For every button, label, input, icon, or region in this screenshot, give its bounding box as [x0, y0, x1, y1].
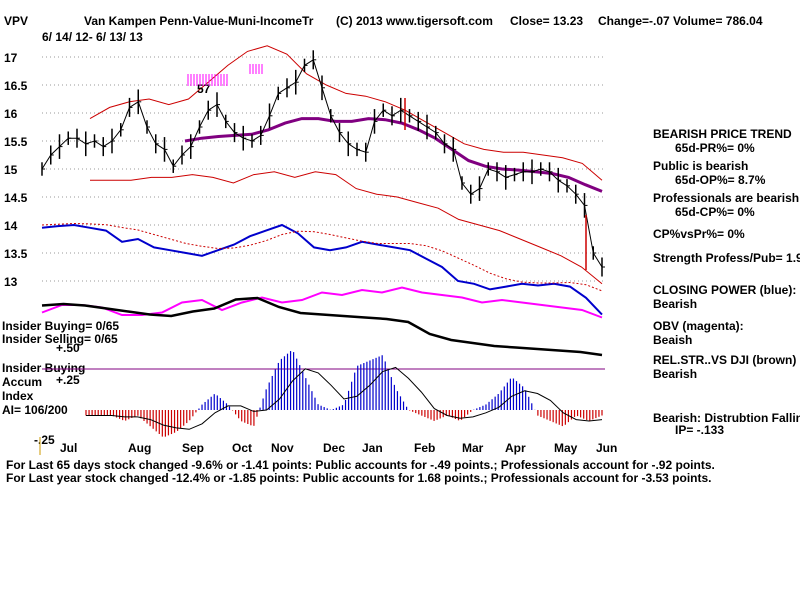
trend-title: BEARISH PRICE TREND [653, 127, 792, 141]
obv-line [41, 286, 603, 319]
relstr-label: REL.STR..VS DJI (brown) [653, 353, 797, 367]
closing-power-line [41, 223, 603, 316]
footer-65-days: For Last 65 days stock changed -9.6% or … [6, 458, 715, 472]
insider-selling-count: Insider Selling= 0/65 [2, 332, 118, 346]
ai-label: AI= 106/200 [2, 403, 68, 417]
lower-band-line [90, 171, 603, 285]
price-tick-label: 14 [4, 219, 18, 233]
closing-power-label: CLOSING POWER (blue): [653, 283, 797, 297]
price-bars [41, 50, 605, 277]
markers: 57 [39, 64, 587, 455]
relstr-value: Bearish [653, 367, 698, 381]
accum-tick-label: -.25 [34, 433, 55, 447]
change-value: Change=-.07 [598, 14, 670, 28]
insider-buying-count: Insider Buying= 0/65 [2, 319, 120, 333]
month-label: Jul [60, 441, 77, 455]
obv-label: OBV (magenta): [653, 319, 744, 333]
volume-value: Volume= 786.04 [673, 14, 763, 28]
public-status: Public is bearish [653, 159, 749, 173]
price-tick-label: 16 [4, 107, 18, 121]
cp-value: 65d-CP%= 0% [675, 205, 755, 219]
price-tick-label: 14.5 [4, 191, 28, 205]
month-label: Jan [362, 441, 383, 455]
upper-band-line [89, 45, 603, 181]
month-label: Nov [271, 441, 294, 455]
distribution-status: Bearish: Distrubtion Falling [653, 411, 800, 425]
obv-value: Beaish [653, 333, 693, 347]
month-label: Aug [128, 441, 151, 455]
price-tick-label: 13 [4, 275, 18, 289]
price-tick-label: 16.5 [4, 79, 28, 93]
month-label: Feb [414, 441, 435, 455]
month-label: Sep [182, 441, 204, 455]
month-label: Dec [323, 441, 345, 455]
professionals-status: Professionals are bearish [653, 191, 800, 205]
indicator-lines [41, 222, 603, 357]
month-label: Oct [232, 441, 252, 455]
accum-tick-label: +.50 [56, 341, 80, 355]
price-tick-label: 13.5 [4, 247, 28, 261]
copyright: (C) 2013 www.tigersoft.com [336, 14, 493, 28]
month-label: Jun [596, 441, 617, 455]
strength-value: Strength Profess/Pub= 1.9 [653, 251, 800, 265]
pr-value: 65d-PR%= 0% [675, 141, 755, 155]
fund-name: Van Kampen Penn-Value-Muni-IncomeTr [84, 14, 314, 28]
price-close-line [41, 59, 603, 268]
index-label: Index [2, 389, 34, 403]
footer-last-year: For Last year stock changed -12.4% or -1… [6, 471, 712, 485]
month-label: May [554, 441, 578, 455]
month-label: Apr [505, 441, 526, 455]
op-value: 65d-OP%= 8.7% [675, 173, 766, 187]
date-range: 6/ 14/ 12- 6/ 13/ 13 [42, 30, 143, 44]
price-tick-label: 17 [4, 51, 18, 65]
accum-label: Accum [2, 375, 43, 389]
ticker-symbol: VPV [4, 14, 29, 28]
price-axis-labels: 17 16.5 16 15.5 15 14.5 14 13.5 13 [4, 51, 28, 289]
closing-power-ma-line [41, 222, 603, 292]
price-tick-label: 15.5 [4, 135, 28, 149]
insider-buying-label: Insider Buying [2, 361, 86, 375]
cpvspr-value: CP%vsPr%= 0% [653, 227, 745, 241]
accumulation-histogram [85, 351, 603, 437]
price-tick-label: 15 [4, 163, 18, 177]
accum-tick-label: +.25 [56, 373, 80, 387]
closing-power-value: Bearish [653, 297, 698, 311]
relative-strength-line [41, 296, 603, 357]
ip-value: IP= -.133 [675, 423, 725, 437]
accum-axis-labels: +.50 +.25 -.25 [34, 341, 605, 447]
close-value: Close= 13.23 [510, 14, 584, 28]
accum-ma-line [86, 366, 603, 430]
month-label: Mar [462, 441, 484, 455]
month-labels: Jul Aug Sep Oct Nov Dec Jan Feb Mar Apr May Jun [60, 441, 617, 455]
